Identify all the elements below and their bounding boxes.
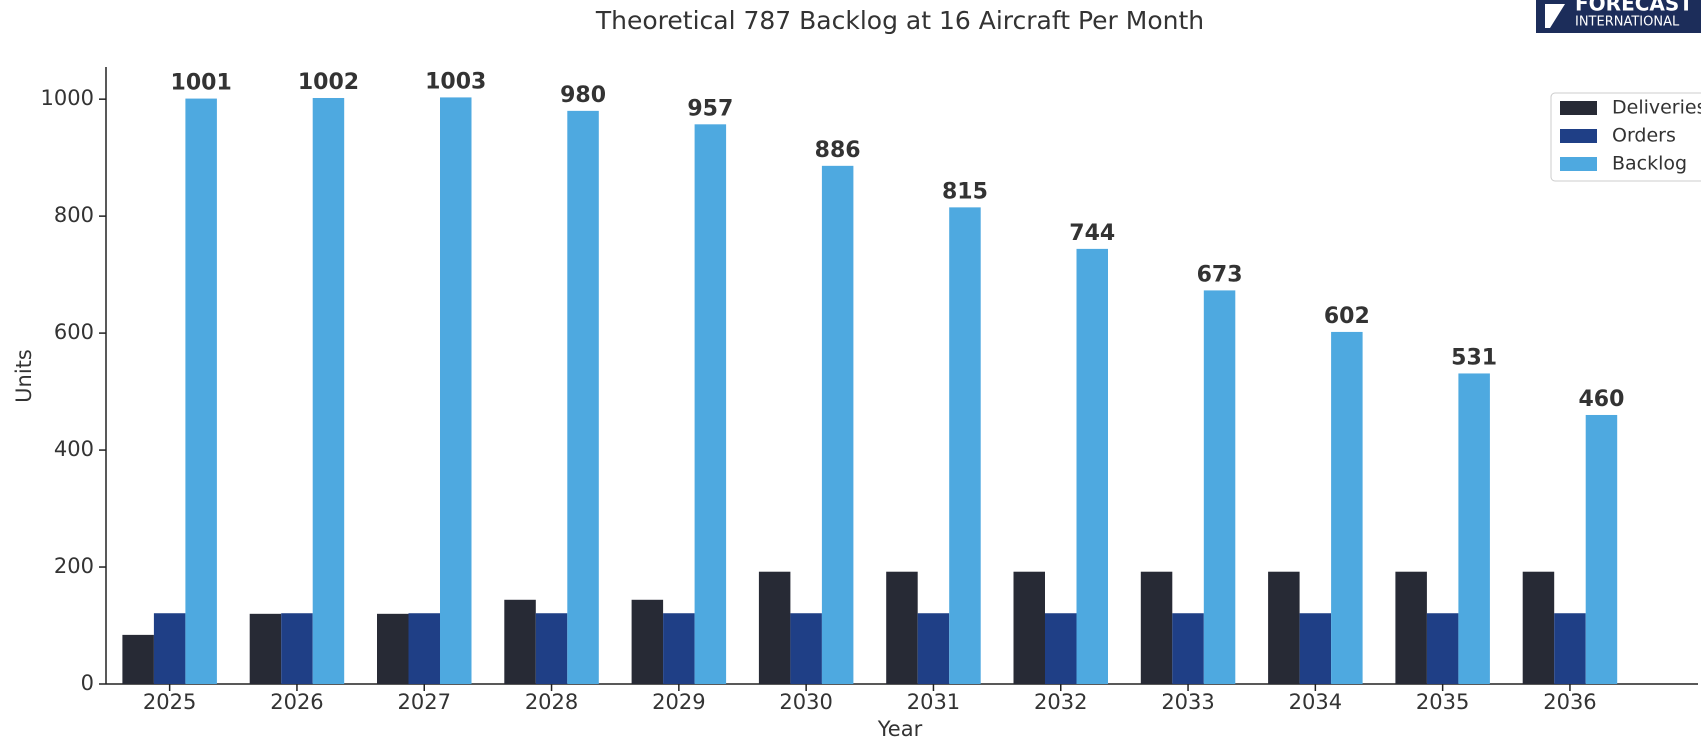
bar xyxy=(949,207,981,685)
bar xyxy=(1426,613,1459,684)
x-tick-label: 2026 xyxy=(270,690,323,714)
data-label: 980 xyxy=(560,83,606,108)
bar xyxy=(917,613,950,684)
data-label: 886 xyxy=(815,138,861,163)
legend-swatch xyxy=(1560,101,1597,115)
x-tick-label: 2027 xyxy=(398,690,451,714)
bar xyxy=(122,634,154,684)
bar xyxy=(1554,613,1586,684)
data-label: 815 xyxy=(942,179,988,204)
data-label: 673 xyxy=(1197,262,1243,287)
bar xyxy=(886,571,918,684)
data-label: 602 xyxy=(1324,304,1370,329)
bar xyxy=(440,97,472,684)
data-label: 460 xyxy=(1578,387,1624,412)
bar xyxy=(1395,571,1427,684)
x-tick-label: 2030 xyxy=(779,690,832,714)
data-label: 531 xyxy=(1451,345,1497,370)
bar xyxy=(1458,373,1490,684)
bar xyxy=(790,613,822,684)
legend-label: Backlog xyxy=(1612,153,1687,175)
data-label: 1002 xyxy=(298,70,359,95)
data-label: 744 xyxy=(1069,221,1115,246)
legend-swatch xyxy=(1560,129,1597,143)
bar xyxy=(567,110,599,685)
x-tick-label: 2032 xyxy=(1034,690,1087,714)
bar xyxy=(535,613,568,684)
data-label: 1003 xyxy=(425,69,486,94)
y-tick-label: 600 xyxy=(54,320,94,344)
bar xyxy=(1268,571,1300,684)
x-tick-label: 2034 xyxy=(1289,690,1342,714)
y-tick-label: 400 xyxy=(54,437,94,461)
x-tick-label: 2029 xyxy=(652,690,705,714)
bar xyxy=(663,613,695,684)
bar xyxy=(1585,414,1618,684)
bar xyxy=(1076,248,1108,684)
data-label: 957 xyxy=(687,96,733,121)
x-tick-label: 2031 xyxy=(907,690,960,714)
bar xyxy=(1299,613,1332,684)
bar xyxy=(1172,613,1204,684)
bar xyxy=(312,97,345,684)
x-tick-label: 2028 xyxy=(525,690,578,714)
y-tick-label: 800 xyxy=(54,203,94,227)
y-tick-label: 200 xyxy=(54,554,94,578)
bar xyxy=(1045,613,1077,684)
chart-title: Theoretical 787 Backlog at 16 Aircraft P… xyxy=(595,6,1204,35)
legend-label: Orders xyxy=(1612,125,1676,147)
logo-text: FORECAST xyxy=(1575,0,1693,16)
logo-mark xyxy=(1545,4,1565,28)
bar xyxy=(758,571,791,684)
x-tick-label: 2035 xyxy=(1416,690,1469,714)
x-tick-label: 2025 xyxy=(143,690,196,714)
bar xyxy=(1140,571,1173,684)
bar xyxy=(1331,331,1363,684)
bar xyxy=(504,599,536,684)
bar xyxy=(631,599,664,684)
y-tick-label: 1000 xyxy=(41,86,94,110)
bar xyxy=(1522,571,1555,684)
bar xyxy=(153,613,186,684)
y-axis-label: Units xyxy=(12,349,36,403)
bar xyxy=(1013,571,1045,684)
bar xyxy=(377,613,409,684)
data-label: 1001 xyxy=(171,71,232,96)
bar xyxy=(249,613,282,684)
x-axis-label: Year xyxy=(877,717,923,741)
logo-text: INTERNATIONAL xyxy=(1575,15,1680,30)
legend-label: Deliveries xyxy=(1612,97,1701,119)
y-tick-label: 0 xyxy=(81,671,94,695)
bar xyxy=(281,613,313,684)
bar xyxy=(185,98,217,684)
bar xyxy=(694,124,727,685)
bar xyxy=(1203,290,1236,684)
bar xyxy=(821,165,854,684)
bar xyxy=(408,613,440,684)
x-tick-label: 2033 xyxy=(1161,690,1214,714)
legend-swatch xyxy=(1560,157,1597,171)
x-tick-label: 2036 xyxy=(1543,690,1596,714)
